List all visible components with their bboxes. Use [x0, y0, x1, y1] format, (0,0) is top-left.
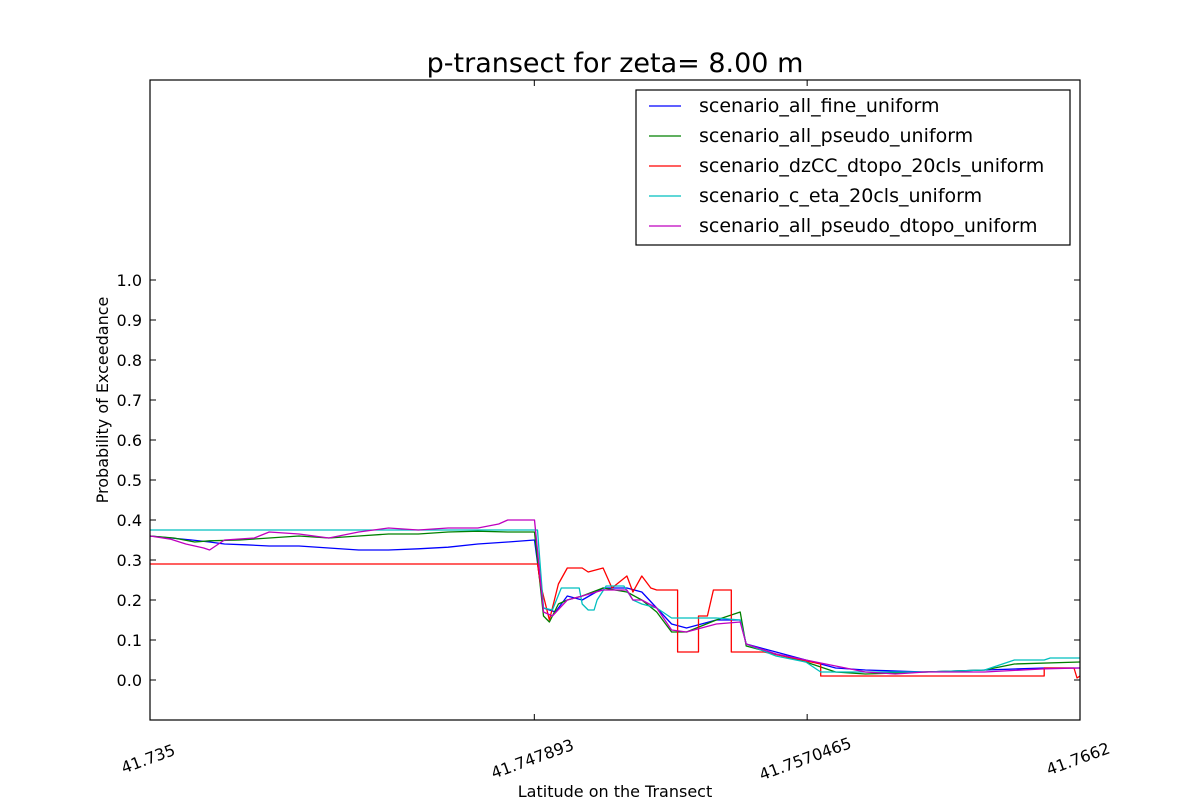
legend: scenario_all_fine_uniform scenario_all_ps… — [635, 89, 1071, 246]
y-tick-label: 0.9 — [117, 311, 142, 330]
series-line-3 — [150, 563, 1080, 679]
legend-label: scenario_dzCC_dtopo_20cls_uniform — [699, 155, 1044, 177]
y-tick-label: 0.7 — [117, 391, 142, 410]
chart-title: p-transect for zeta= 8.00 m — [427, 48, 804, 79]
series-line-5 — [150, 519, 1080, 675]
y-tick-label: 0.8 — [117, 351, 142, 370]
y-axis-label: Probability of Exceedance — [93, 297, 112, 504]
y-tick-label: 0.4 — [117, 511, 142, 530]
y-tick-label: 0.2 — [117, 591, 142, 610]
x-tick-label: 41.7570465 — [757, 733, 854, 784]
x-tick-label: 41.7662 — [1044, 739, 1113, 779]
y-tick-label: 0.3 — [117, 551, 142, 570]
x-tick-label: 41.735 — [119, 740, 178, 777]
legend-label: scenario_all_pseudo_uniform — [699, 125, 973, 147]
series-group — [150, 519, 1080, 679]
series-line-4 — [150, 529, 1080, 673]
legend-label: scenario_c_eta_20cls_uniform — [699, 185, 982, 207]
y-tick-label: 0.6 — [117, 431, 142, 450]
y-tick-label: 0.0 — [117, 671, 142, 690]
x-tick-label: 41.747893 — [489, 735, 577, 782]
legend-label: scenario_all_fine_uniform — [699, 95, 940, 117]
y-tick-label: 0.5 — [117, 471, 142, 490]
y-tick-label: 0.1 — [117, 631, 142, 650]
legend-box — [635, 89, 1071, 246]
legend-label: scenario_all_pseudo_dtopo_uniform — [699, 215, 1038, 237]
series-line-2 — [150, 530, 1080, 675]
x-axis-label: Latitude on the Transect — [518, 782, 713, 800]
y-tick-label: 1.0 — [117, 271, 142, 290]
y-axis: 0.0 0.1 0.2 0.3 0.4 0.5 0.6 0.7 0.8 0.9 1.0 — [117, 271, 1080, 690]
series-line-1 — [150, 535, 1080, 673]
